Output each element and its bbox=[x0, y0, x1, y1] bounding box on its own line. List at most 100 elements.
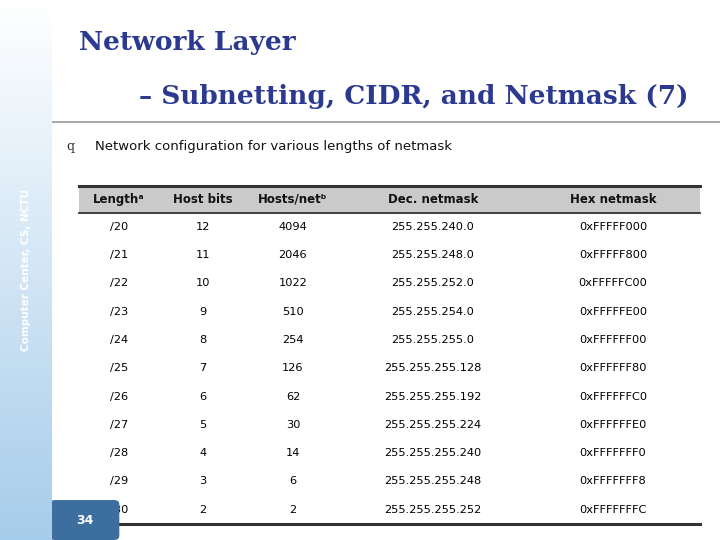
Text: – Subnetting, CIDR, and Netmask (7): – Subnetting, CIDR, and Netmask (7) bbox=[139, 84, 688, 109]
Text: 255.255.255.248: 255.255.255.248 bbox=[384, 476, 482, 487]
Bar bbox=[0, 373, 52, 375]
Bar bbox=[0, 289, 52, 292]
Bar bbox=[0, 505, 52, 508]
Text: 62: 62 bbox=[286, 392, 300, 402]
Bar bbox=[0, 148, 52, 151]
Bar bbox=[0, 489, 52, 491]
Text: 0xFFFFFF00: 0xFFFFFF00 bbox=[579, 335, 647, 345]
Text: 255.255.252.0: 255.255.252.0 bbox=[392, 279, 474, 288]
Bar bbox=[0, 251, 52, 254]
Bar bbox=[0, 300, 52, 302]
Bar bbox=[0, 216, 52, 219]
Bar bbox=[0, 232, 52, 235]
Bar bbox=[0, 521, 52, 524]
Bar bbox=[0, 362, 52, 364]
Bar bbox=[0, 462, 52, 464]
Text: 7: 7 bbox=[199, 363, 207, 373]
Bar bbox=[0, 284, 52, 286]
Bar bbox=[0, 65, 52, 68]
Bar bbox=[0, 338, 52, 340]
Bar bbox=[0, 343, 52, 346]
Bar bbox=[0, 275, 52, 278]
Bar bbox=[0, 516, 52, 518]
Bar bbox=[0, 5, 52, 8]
Bar bbox=[0, 97, 52, 100]
Text: /24: /24 bbox=[110, 335, 128, 345]
Bar bbox=[0, 235, 52, 238]
Bar bbox=[0, 446, 52, 448]
Text: /26: /26 bbox=[110, 392, 128, 402]
Text: 255.255.248.0: 255.255.248.0 bbox=[392, 250, 474, 260]
Bar bbox=[0, 86, 52, 89]
FancyBboxPatch shape bbox=[50, 500, 120, 540]
Bar bbox=[0, 16, 52, 19]
Bar bbox=[0, 113, 52, 116]
Bar bbox=[0, 494, 52, 497]
Bar bbox=[0, 394, 52, 397]
Bar bbox=[0, 162, 52, 165]
Bar bbox=[0, 397, 52, 400]
Bar bbox=[0, 124, 52, 127]
Text: 0xFFFFFFF8: 0xFFFFFFF8 bbox=[580, 476, 647, 487]
Bar bbox=[0, 238, 52, 240]
Bar bbox=[0, 213, 52, 216]
Bar bbox=[78, 186, 700, 213]
Text: 510: 510 bbox=[282, 307, 304, 316]
Bar bbox=[0, 432, 52, 435]
Bar bbox=[0, 224, 52, 227]
Bar bbox=[0, 356, 52, 359]
Text: 0xFFFFFFF0: 0xFFFFFFF0 bbox=[580, 448, 647, 458]
Bar bbox=[0, 24, 52, 27]
Bar bbox=[0, 413, 52, 416]
Bar bbox=[0, 62, 52, 65]
Bar bbox=[0, 248, 52, 251]
Bar bbox=[0, 130, 52, 132]
Bar bbox=[0, 443, 52, 445]
Bar bbox=[0, 46, 52, 49]
Bar bbox=[0, 43, 52, 46]
Bar bbox=[0, 192, 52, 194]
Bar bbox=[0, 381, 52, 383]
Bar bbox=[0, 294, 52, 297]
Text: 255.255.255.240: 255.255.255.240 bbox=[384, 448, 482, 458]
Bar bbox=[0, 205, 52, 208]
Bar bbox=[0, 364, 52, 367]
Bar bbox=[0, 400, 52, 402]
Bar bbox=[0, 167, 52, 170]
Text: /25: /25 bbox=[110, 363, 128, 373]
Bar bbox=[0, 27, 52, 30]
Bar bbox=[0, 111, 52, 113]
Bar bbox=[0, 92, 52, 94]
Bar bbox=[0, 202, 52, 205]
Bar bbox=[0, 418, 52, 421]
Bar bbox=[0, 194, 52, 197]
Bar bbox=[0, 94, 52, 97]
Text: 3: 3 bbox=[199, 476, 207, 487]
Text: /23: /23 bbox=[110, 307, 128, 316]
Bar bbox=[0, 240, 52, 243]
Bar bbox=[0, 324, 52, 327]
Bar bbox=[0, 146, 52, 148]
Bar bbox=[0, 59, 52, 62]
Bar bbox=[0, 262, 52, 265]
Bar bbox=[0, 8, 52, 11]
Bar bbox=[0, 54, 52, 57]
Bar bbox=[0, 383, 52, 386]
Bar bbox=[0, 254, 52, 256]
Bar bbox=[0, 138, 52, 140]
Bar bbox=[0, 227, 52, 229]
Bar bbox=[0, 256, 52, 259]
Bar bbox=[0, 3, 52, 5]
Bar bbox=[0, 535, 52, 537]
Text: Network configuration for various lengths of netmask: Network configuration for various length… bbox=[95, 140, 452, 153]
Bar bbox=[0, 497, 52, 500]
Bar bbox=[0, 464, 52, 467]
Bar bbox=[0, 157, 52, 159]
Bar bbox=[0, 292, 52, 294]
Bar bbox=[0, 348, 52, 351]
Bar bbox=[0, 370, 52, 373]
Bar bbox=[0, 89, 52, 92]
Bar bbox=[0, 359, 52, 362]
Text: /30: /30 bbox=[109, 505, 128, 515]
Bar bbox=[0, 186, 52, 189]
